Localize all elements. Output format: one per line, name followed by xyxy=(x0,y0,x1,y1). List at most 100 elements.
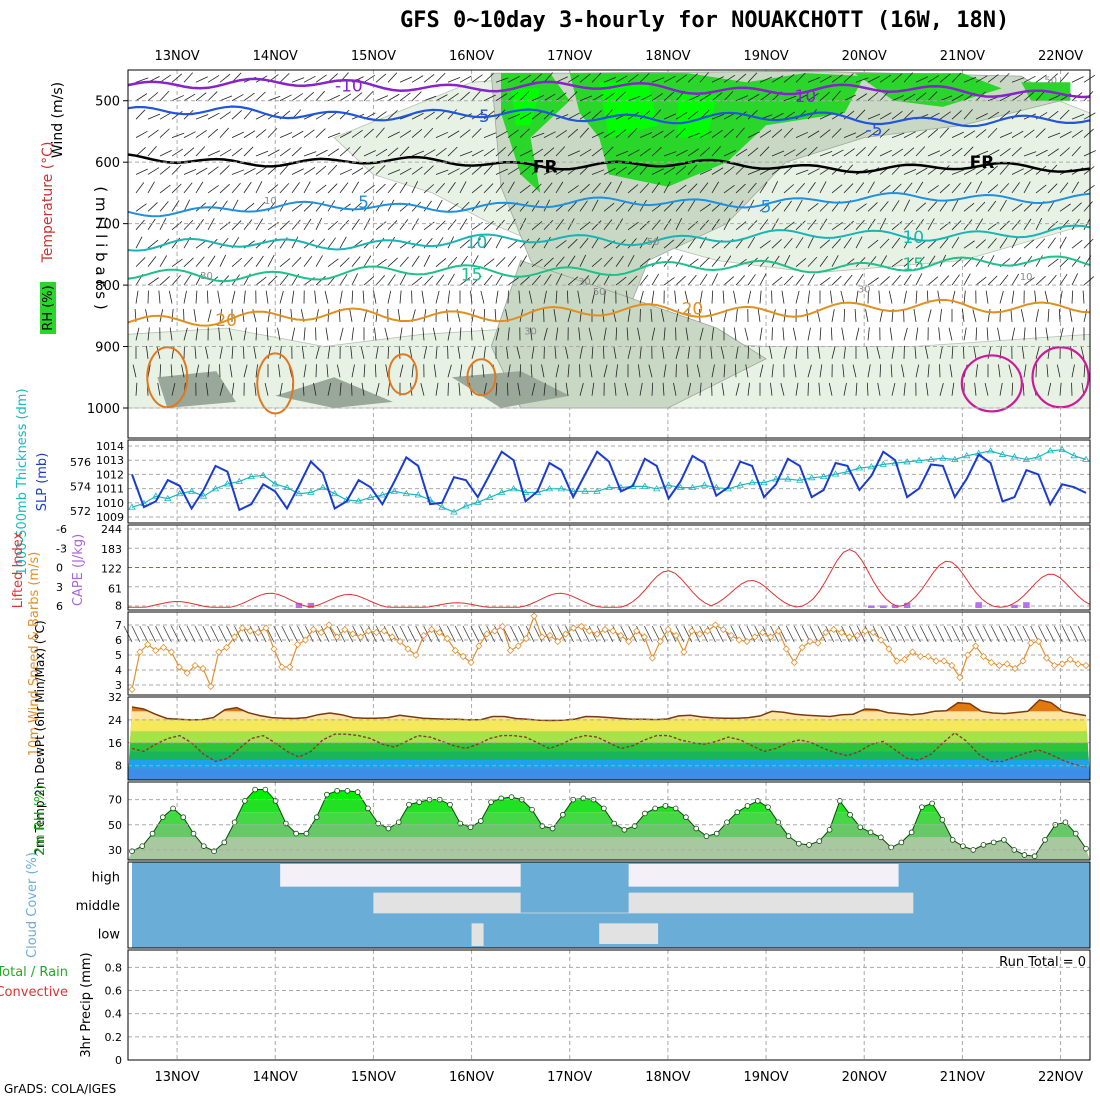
wind-barb xyxy=(699,131,712,138)
wind-barb xyxy=(831,221,843,231)
wind-barb xyxy=(999,237,1008,249)
wind-barb xyxy=(915,290,918,304)
wind-barb xyxy=(807,364,812,378)
thickness-point xyxy=(664,481,673,488)
wind-barb xyxy=(735,275,745,286)
wind-barb xyxy=(843,73,854,83)
wind-barb xyxy=(603,168,616,175)
wind-barb xyxy=(1047,164,1058,175)
wind-barb xyxy=(291,93,304,102)
wind-barb xyxy=(399,625,409,643)
wind-barb xyxy=(866,382,869,396)
wind-barb xyxy=(147,181,155,194)
cloud-panel xyxy=(132,862,1090,948)
pressure-tick-label: 700 xyxy=(95,218,120,233)
wind-barb xyxy=(783,275,794,286)
rh-point xyxy=(477,818,484,824)
wind-barb xyxy=(831,255,839,267)
wind-barb xyxy=(795,182,805,194)
wind-barb xyxy=(315,149,328,157)
wind-barb xyxy=(903,274,912,286)
wind-barb xyxy=(891,221,903,231)
wind-barb xyxy=(579,254,587,267)
wind-barb xyxy=(459,151,473,157)
wind-barb xyxy=(423,346,428,359)
wind-barb xyxy=(1035,184,1047,194)
wind-barb xyxy=(735,111,747,120)
wind-barb xyxy=(195,240,207,249)
wind-barb xyxy=(915,256,925,267)
wind-barb xyxy=(901,364,905,378)
wind-barb xyxy=(519,238,530,249)
wind-barb xyxy=(471,111,484,120)
wind-barb xyxy=(963,168,976,175)
wind-barb xyxy=(281,625,291,643)
wind-barb xyxy=(615,91,626,102)
rh-point xyxy=(929,800,935,807)
wind-barb xyxy=(1046,625,1055,643)
precip-convective-label: Convective xyxy=(0,985,68,1000)
wind-barb xyxy=(1083,74,1096,83)
wind-barb xyxy=(447,168,460,175)
wind-barb xyxy=(699,93,712,102)
wind-barb xyxy=(855,93,868,102)
wind-barb xyxy=(1008,364,1013,378)
wind-barb xyxy=(204,346,209,359)
wind-barb xyxy=(1047,237,1056,249)
wind-barb xyxy=(579,383,584,396)
rh-point xyxy=(549,825,556,832)
wind-barb xyxy=(939,73,951,83)
wind-speed-point xyxy=(506,646,515,655)
wind-barb xyxy=(759,240,771,249)
x-tick-label-bottom: 22NOV xyxy=(1038,1070,1083,1085)
wind-barb xyxy=(625,290,629,304)
wind-barb xyxy=(831,309,835,323)
wind-barb xyxy=(279,94,292,102)
wind-barb xyxy=(783,254,791,267)
wind-barb xyxy=(423,95,437,102)
wind-barb xyxy=(591,131,604,138)
wind-speed-point xyxy=(672,631,680,640)
wind-barb xyxy=(219,127,229,138)
wind-barb xyxy=(219,383,224,396)
wind-barb xyxy=(723,364,726,378)
li-tick-label: 6 xyxy=(56,600,63,613)
wind-barb xyxy=(411,91,422,102)
wind-barb xyxy=(291,219,301,231)
wind-speed-point xyxy=(238,624,246,632)
wind-barb xyxy=(349,309,353,323)
wind-barb xyxy=(543,169,557,175)
wind-barb xyxy=(399,219,409,231)
thickness-point xyxy=(569,487,577,494)
wind-barb xyxy=(435,345,438,359)
warm-contour xyxy=(256,352,295,415)
wind-speed-point xyxy=(830,625,838,634)
wind-barb xyxy=(735,127,745,138)
wind-barb xyxy=(663,181,671,194)
wind-barb xyxy=(159,90,170,102)
wind-barb xyxy=(759,92,771,102)
wind-barb xyxy=(423,111,436,120)
wind-barb xyxy=(687,345,691,359)
wind-barb xyxy=(591,382,595,396)
wind-barb xyxy=(195,146,206,157)
wind-barb xyxy=(1083,184,1095,194)
wind-barb xyxy=(891,237,901,249)
credit-label: GrADS: COLA/IGES xyxy=(4,1082,117,1096)
wind-barb xyxy=(757,309,761,323)
wind-barb xyxy=(612,309,617,323)
temp-tick-label: 16 xyxy=(108,737,122,750)
wind-barb xyxy=(183,274,192,286)
wind-barb xyxy=(470,625,480,643)
wind-barb xyxy=(411,218,419,230)
wind-barb xyxy=(888,625,898,643)
wind-barb xyxy=(336,364,341,378)
wind-barb xyxy=(915,240,927,249)
wind-barb xyxy=(339,182,349,194)
wind-barb xyxy=(339,327,344,341)
wind-barb xyxy=(744,327,749,341)
wind-barb xyxy=(555,146,566,157)
wind-barb xyxy=(675,165,687,175)
wind-barb xyxy=(987,238,997,249)
wind-barb xyxy=(999,290,1004,304)
